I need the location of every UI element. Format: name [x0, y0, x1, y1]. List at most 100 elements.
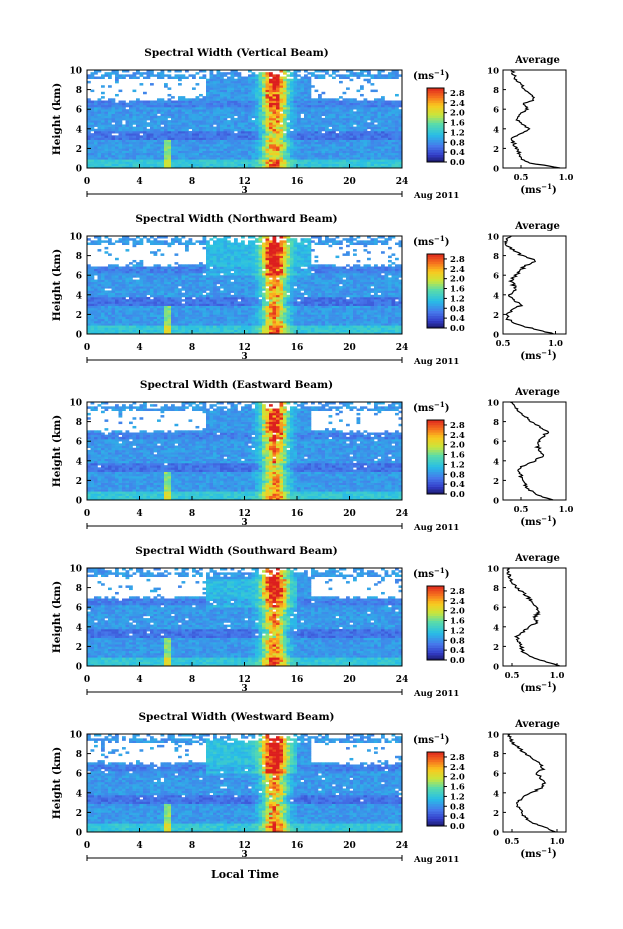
beam-panel-0: Spectral Width (Vertical Beam)0246810Hei…	[51, 47, 573, 201]
average-x-tick-label: 1.0	[559, 173, 574, 183]
colorbar-swatch	[427, 429, 444, 433]
colorbar-unit: (ms−1)	[413, 566, 449, 580]
y-tick-label: 6	[76, 438, 82, 448]
colorbar-swatch	[427, 776, 444, 780]
average-y-tick-label: 0	[493, 165, 499, 175]
colorbar-swatch	[427, 593, 444, 597]
colorbar-swatch	[427, 95, 444, 99]
colorbar-swatch	[427, 88, 444, 91]
average-unit: (ms−1)	[520, 348, 556, 362]
x-tick-label: 12	[238, 177, 251, 187]
colorbar-swatch	[427, 598, 444, 602]
colorbar-swatch	[427, 474, 444, 478]
colorbar-swatch	[427, 489, 444, 492]
colorbar-tick-label: 0.0	[450, 158, 465, 168]
average-y-tick-label: 2	[493, 643, 499, 653]
colorbar-swatch	[427, 117, 444, 121]
average-title: Average	[514, 221, 560, 232]
colorbar-swatch	[427, 452, 444, 455]
heatmap-cells	[87, 402, 403, 501]
y-tick-label: 0	[76, 497, 82, 507]
colorbar-frame	[426, 253, 445, 329]
colorbar-unit: (ms−1)	[413, 68, 449, 82]
colorbar-swatch	[427, 427, 444, 431]
colorbar-swatch	[427, 105, 444, 109]
colorbar-swatch	[427, 110, 444, 113]
colorbar-swatch	[427, 774, 444, 777]
x-tick-label: 12	[238, 509, 251, 519]
average-unit-close: )	[552, 185, 557, 196]
average-title: Average	[514, 719, 560, 730]
colorbar-tick-label: 0.0	[450, 490, 465, 500]
date-label: Aug 2011	[413, 357, 459, 367]
colorbar-tick-label: 2.0	[450, 441, 465, 451]
colorbar-swatch	[427, 142, 444, 146]
colorbar-swatch	[427, 632, 444, 636]
colorbar-swatch	[427, 424, 444, 428]
average-frame	[502, 401, 567, 501]
average-title: Average	[514, 55, 560, 66]
colorbar-swatch	[427, 288, 444, 292]
colorbar-tick-label: 0.8	[450, 138, 465, 148]
average-y-tick-label: 2	[493, 311, 499, 321]
y-tick-label: 8	[76, 86, 82, 96]
colorbar-tick-label: 0.0	[450, 822, 465, 832]
average-y-tick-label: 6	[493, 604, 499, 614]
average-unit-exp: −1	[541, 680, 552, 689]
colorbar-swatch	[427, 139, 444, 143]
colorbar-tick-label: 0.0	[450, 656, 465, 666]
colorbar-tick-label: 2.4	[450, 763, 465, 773]
colorbar-swatch	[427, 461, 444, 465]
colorbar-swatch	[427, 640, 444, 644]
colorbar-swatch	[427, 484, 444, 487]
colorbar-tick-label: 0.4	[450, 314, 465, 324]
colorbar-tick-label: 2.8	[450, 89, 465, 99]
colorbar-frame	[426, 419, 445, 495]
colorbar-swatch	[427, 263, 444, 267]
colorbar-swatch	[427, 647, 444, 651]
average-unit: (ms−1)	[520, 846, 556, 860]
colorbar-unit-text: (ms	[413, 735, 434, 746]
average-y-tick-label: 8	[493, 418, 499, 428]
colorbar-swatch	[427, 276, 444, 279]
average-x-tick-label: 0.5	[505, 837, 520, 847]
colorbar-swatch	[427, 613, 444, 616]
colorbar: 0.00.40.81.21.62.02.42.8	[426, 253, 465, 334]
colorbar-swatch	[427, 125, 444, 128]
panel-title: Spectral Width (Westward Beam)	[138, 711, 334, 723]
x-tick-label: 24	[396, 343, 409, 353]
colorbar-swatch	[427, 459, 444, 463]
y-tick-label: 6	[76, 770, 82, 780]
y-tick-label: 0	[76, 829, 82, 839]
colorbar-swatch	[427, 115, 444, 118]
colorbar-swatch	[427, 813, 444, 817]
average-unit-exp: −1	[541, 348, 552, 357]
x-tick-label: 24	[396, 675, 409, 685]
colorbar-unit-exp: −1	[434, 732, 445, 741]
date-label: Aug 2011	[413, 689, 459, 699]
colorbar-swatch	[427, 149, 444, 153]
colorbar-swatch	[427, 608, 444, 611]
colorbar-tick-label: 1.6	[450, 783, 465, 793]
colorbar-swatch	[427, 791, 444, 795]
colorbar-tick-label: 2.8	[450, 587, 465, 597]
average-frame	[502, 69, 567, 169]
colorbar-swatch	[427, 798, 444, 802]
x-tick-label: 16	[291, 343, 304, 353]
colorbar-swatch	[427, 256, 444, 260]
colorbar-tick-label: 1.2	[450, 626, 465, 636]
colorbar-swatch	[427, 466, 444, 470]
colorbar-swatch	[427, 154, 444, 158]
colorbar-swatch	[427, 610, 444, 614]
average-y-tick-label: 4	[493, 125, 499, 135]
y-tick-label: 8	[76, 750, 82, 760]
y-tick-label: 2	[76, 477, 82, 487]
colorbar-swatch	[427, 481, 444, 485]
average-y-tick-label: 6	[493, 770, 499, 780]
colorbar-swatch	[427, 437, 444, 441]
colorbar-swatch	[427, 137, 444, 141]
colorbar-swatch	[427, 625, 444, 629]
y-tick-label: 6	[76, 272, 82, 282]
